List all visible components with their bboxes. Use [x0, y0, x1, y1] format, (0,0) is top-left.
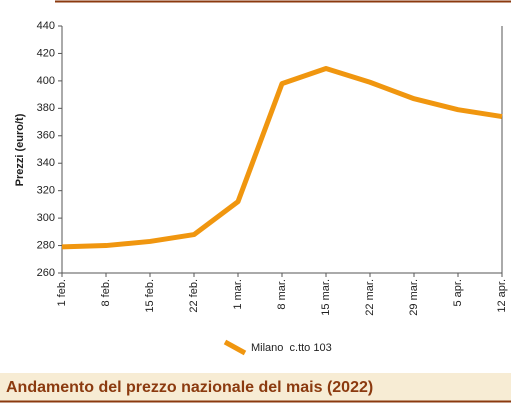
x-tick-label: 1 feb. — [56, 279, 68, 307]
title-band — [0, 373, 511, 401]
y-tick-label: 440 — [37, 20, 55, 32]
x-tick-label: 22 mar. — [364, 279, 376, 316]
y-tick-label: 260 — [37, 267, 55, 279]
x-tick-label: 15 feb. — [144, 279, 156, 313]
y-tick-label: 420 — [37, 47, 55, 59]
legend-swatch — [223, 339, 247, 356]
y-tick-label: 280 — [37, 239, 55, 251]
x-tick-label: 8 mar. — [276, 279, 288, 310]
x-tick-label: 5 apr. — [452, 279, 464, 307]
y-tick-label: 380 — [37, 102, 55, 114]
x-tick-label: 29 mar. — [408, 279, 420, 316]
y-tick-label: 400 — [37, 75, 55, 87]
y-tick-label: 300 — [37, 212, 55, 224]
x-tick-label: 22 feb. — [188, 279, 200, 313]
legend-label: Milano c.tto 103 — [251, 342, 332, 354]
line-series — [61, 66, 503, 250]
x-tick-label: 15 mar. — [320, 279, 332, 316]
x-tick-label: 8 feb. — [100, 279, 112, 307]
y-axis-label: Prezzi (euro/t) — [14, 113, 26, 186]
chart-title: Andamento del prezzo nazionale del mais … — [6, 379, 373, 396]
x-tick-label: 1 mar. — [232, 279, 244, 310]
y-tick-label: 340 — [37, 157, 55, 169]
x-tick-label: 12 apr. — [496, 279, 508, 313]
y-tick-label: 320 — [37, 185, 55, 197]
y-tick-label: 360 — [37, 130, 55, 142]
